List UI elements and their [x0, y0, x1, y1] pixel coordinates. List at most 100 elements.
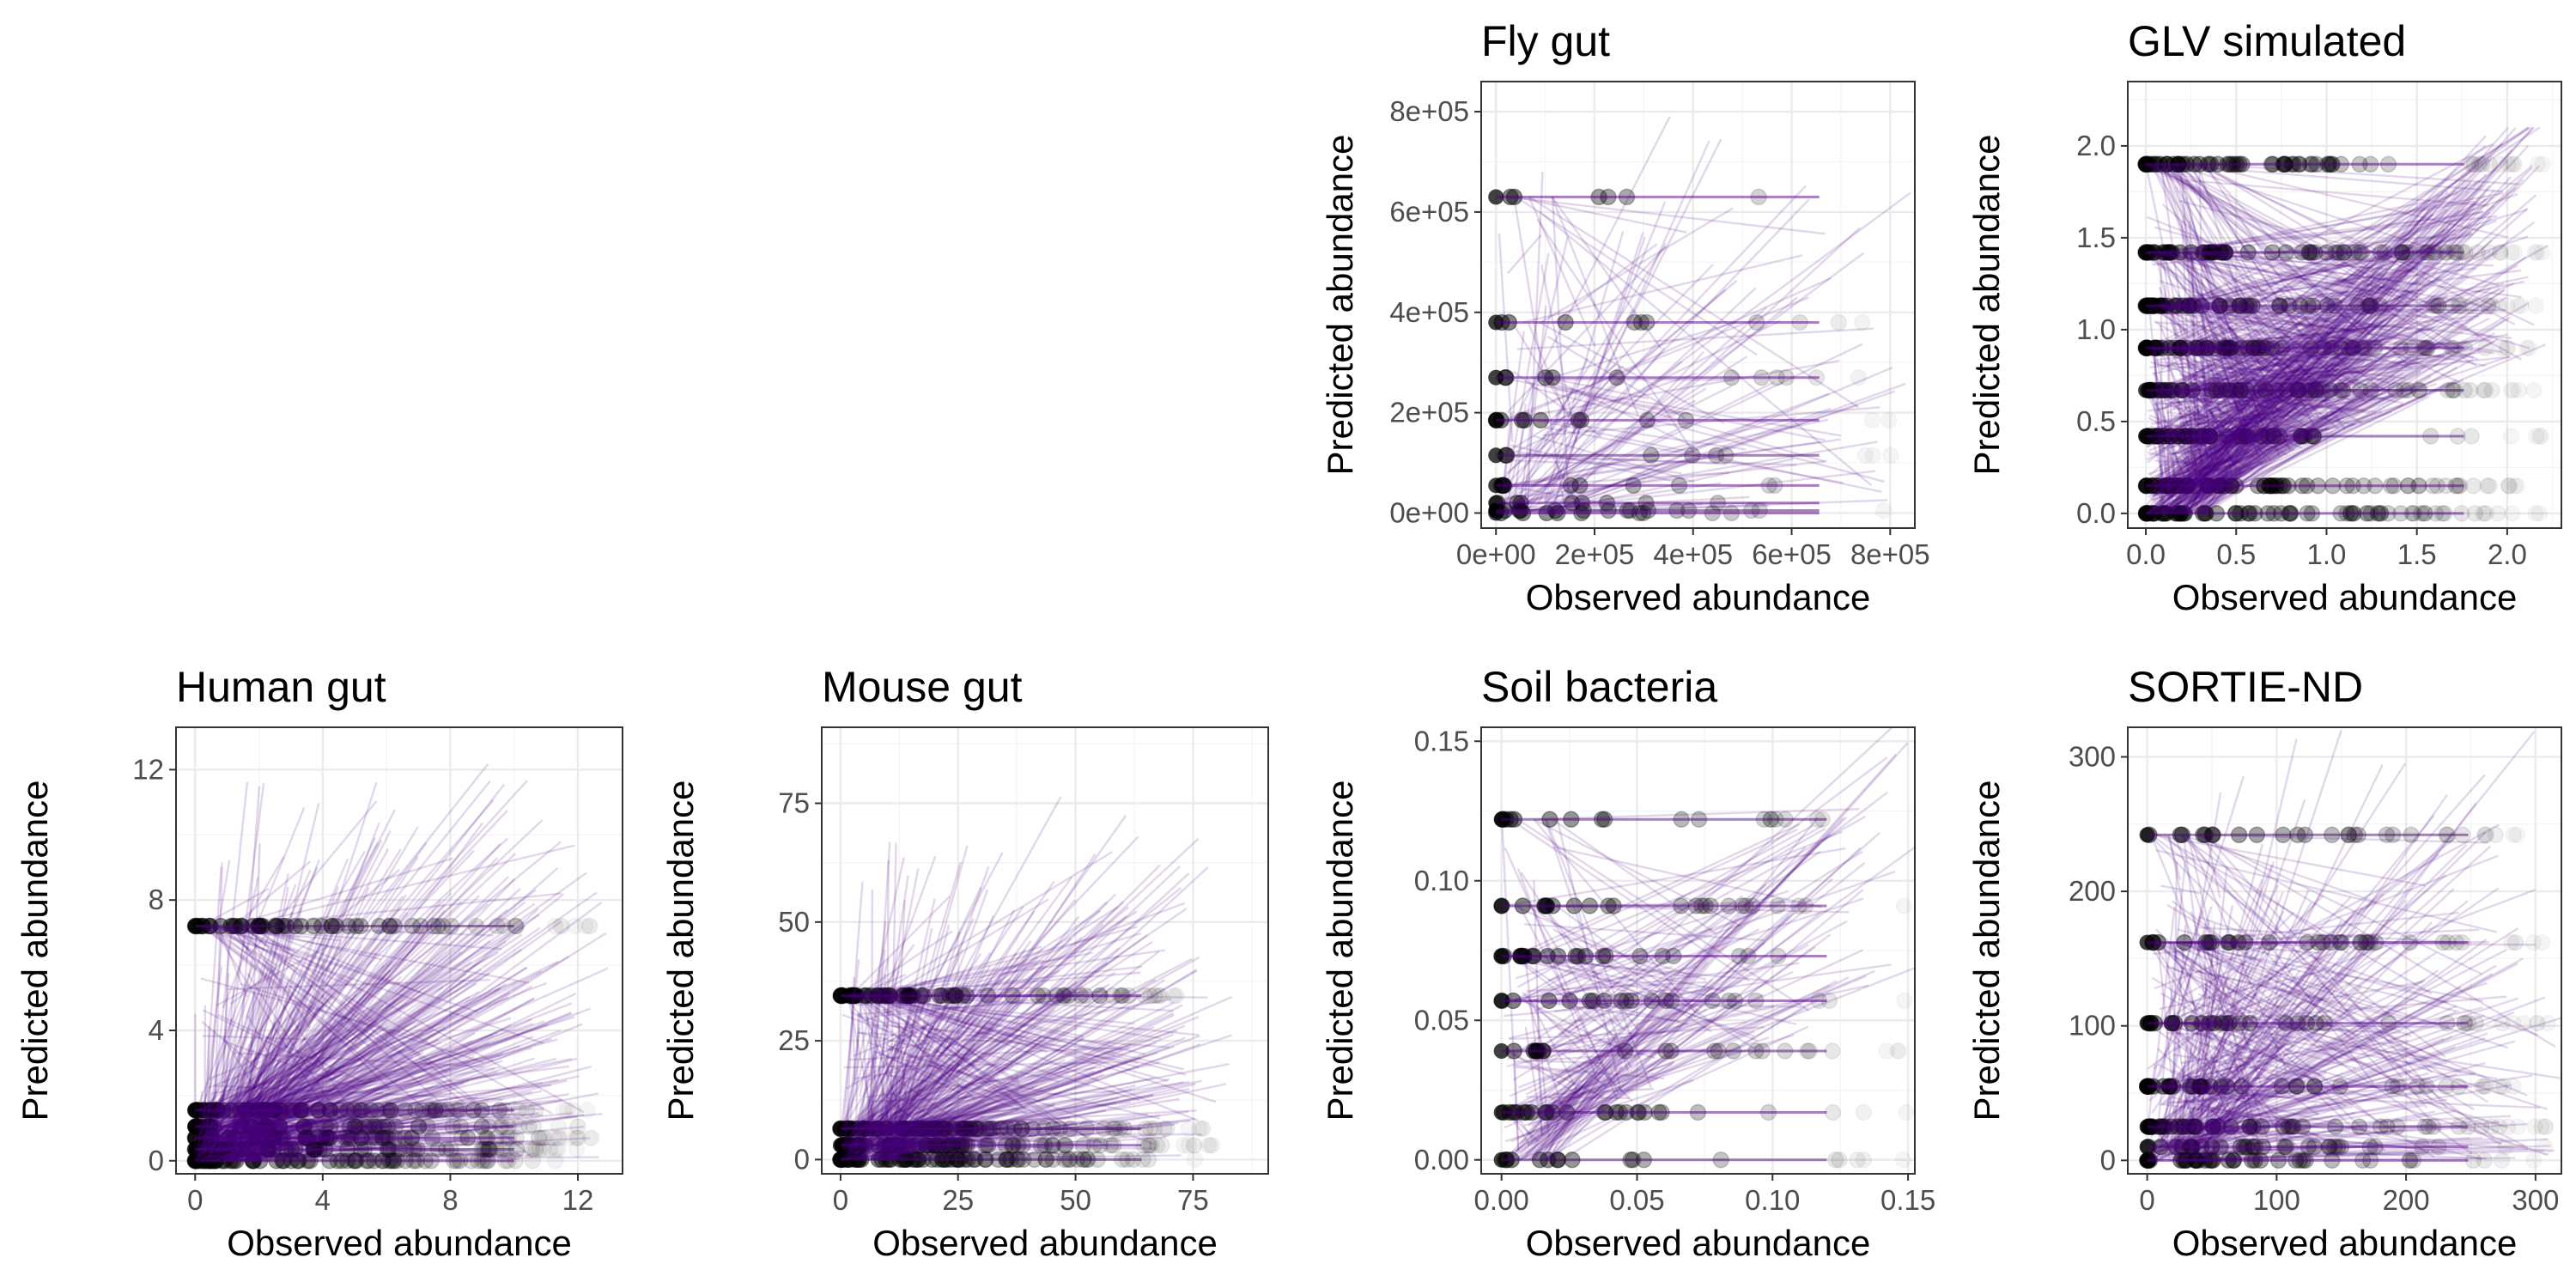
prediction-line [2197, 126, 2541, 349]
prediction-line [2196, 305, 2283, 380]
prediction-line [885, 866, 990, 1160]
prediction-line [2155, 252, 2281, 415]
prediction-line [2198, 375, 2432, 514]
prediction-line [1545, 1092, 1599, 1161]
prediction-line [217, 925, 396, 987]
prediction-line [2194, 252, 2337, 348]
prediction-line [2161, 395, 2220, 439]
prediction-line [875, 1135, 1167, 1161]
prediction-line [228, 866, 559, 1162]
prediction-line [1506, 1149, 1515, 1159]
observed-point [1898, 1104, 1914, 1121]
observed-point [2500, 477, 2517, 494]
prediction-line [842, 881, 864, 1129]
data-layer [1493, 727, 1915, 1169]
prediction-line [2206, 930, 2336, 1127]
prediction-line [2189, 941, 2460, 1013]
prediction-line [874, 925, 1138, 997]
prediction-line [2192, 297, 2378, 437]
prediction-line [2191, 280, 2212, 449]
prediction-line [2165, 447, 2250, 487]
observed-point [2491, 155, 2508, 173]
prediction-line [2188, 427, 2310, 514]
prediction-line [2198, 987, 2285, 1161]
prediction-line [220, 1139, 436, 1144]
prediction-line [2168, 200, 2475, 254]
prediction-line [2154, 361, 2350, 378]
prediction-line [2172, 390, 2335, 410]
prediction-line [2187, 278, 2385, 489]
prediction-line [1527, 1000, 1565, 1113]
prediction-line [213, 1028, 337, 1139]
observed-point [2529, 1015, 2545, 1031]
prediction-line [2153, 378, 2384, 406]
prediction-line [2166, 977, 2359, 1091]
prediction-line [883, 1026, 1060, 1161]
prediction-line [1539, 321, 1725, 425]
observed-point [2503, 934, 2519, 951]
prediction-line [866, 875, 909, 1157]
prediction-line [197, 1103, 383, 1155]
prediction-line [2164, 163, 2281, 458]
prediction-line [2154, 197, 2487, 478]
prediction-line [227, 978, 491, 991]
observed-point [2534, 245, 2550, 261]
prediction-line [2178, 389, 2354, 426]
prediction-line [849, 979, 927, 1154]
x-tick-label: 0.05 [1609, 1184, 1664, 1216]
prediction-line [2178, 233, 2473, 307]
prediction-line [884, 1054, 1161, 1120]
prediction-line [842, 963, 1038, 1146]
prediction-line [2188, 207, 2476, 453]
prediction-line [1552, 928, 1712, 1033]
prediction-line [884, 1084, 1038, 1161]
prediction-line [2192, 396, 2429, 514]
prediction-line [2154, 878, 2263, 1148]
prediction-line [2170, 945, 2331, 1022]
x-tick-label: 0e+00 [1456, 538, 1536, 570]
prediction-line [2151, 1020, 2217, 1114]
prediction-line [240, 1153, 380, 1157]
prediction-line [2154, 304, 2413, 338]
prediction-line [234, 972, 298, 1146]
prediction-line [228, 1016, 575, 1128]
prediction-line [226, 1097, 434, 1143]
prediction-line [866, 1066, 1102, 1099]
prediction-line [2154, 319, 2429, 438]
prediction-line [1534, 289, 1727, 455]
prediction-line [2153, 317, 2490, 487]
prediction-line [1534, 999, 1680, 1023]
prediction-line [863, 1144, 1092, 1160]
prediction-line [2188, 473, 2210, 514]
prediction-line [244, 1137, 591, 1157]
prediction-line [844, 1034, 872, 1129]
prediction-line [871, 994, 1161, 1040]
observed-point [2535, 156, 2551, 173]
prediction-line [2196, 270, 2389, 514]
prediction-line [1561, 993, 1825, 1161]
prediction-line [203, 1091, 264, 1151]
prediction-line [251, 1038, 332, 1155]
prediction-line [1504, 459, 1827, 500]
prediction-line [849, 989, 961, 1146]
prediction-line [224, 1040, 358, 1091]
observed-point [1148, 1137, 1166, 1154]
prediction-line [243, 1150, 280, 1162]
prediction-line [2178, 339, 2310, 434]
prediction-line [1547, 1073, 1614, 1106]
prediction-line [2147, 320, 2320, 464]
prediction-line [885, 1025, 912, 1045]
prediction-line [1522, 829, 1798, 957]
prediction-line [207, 1012, 460, 1128]
prediction-line [2190, 211, 2491, 392]
prediction-line [211, 925, 277, 967]
prediction-line [253, 1024, 512, 1151]
prediction-line [1531, 928, 1759, 1053]
prediction-line [234, 1018, 532, 1157]
prediction-line [202, 961, 472, 1138]
prediction-line [1520, 827, 1826, 1002]
prediction-line [1510, 444, 1675, 483]
prediction-line [2204, 394, 2350, 514]
prediction-line [2175, 355, 2387, 514]
prediction-line [2194, 386, 2414, 438]
